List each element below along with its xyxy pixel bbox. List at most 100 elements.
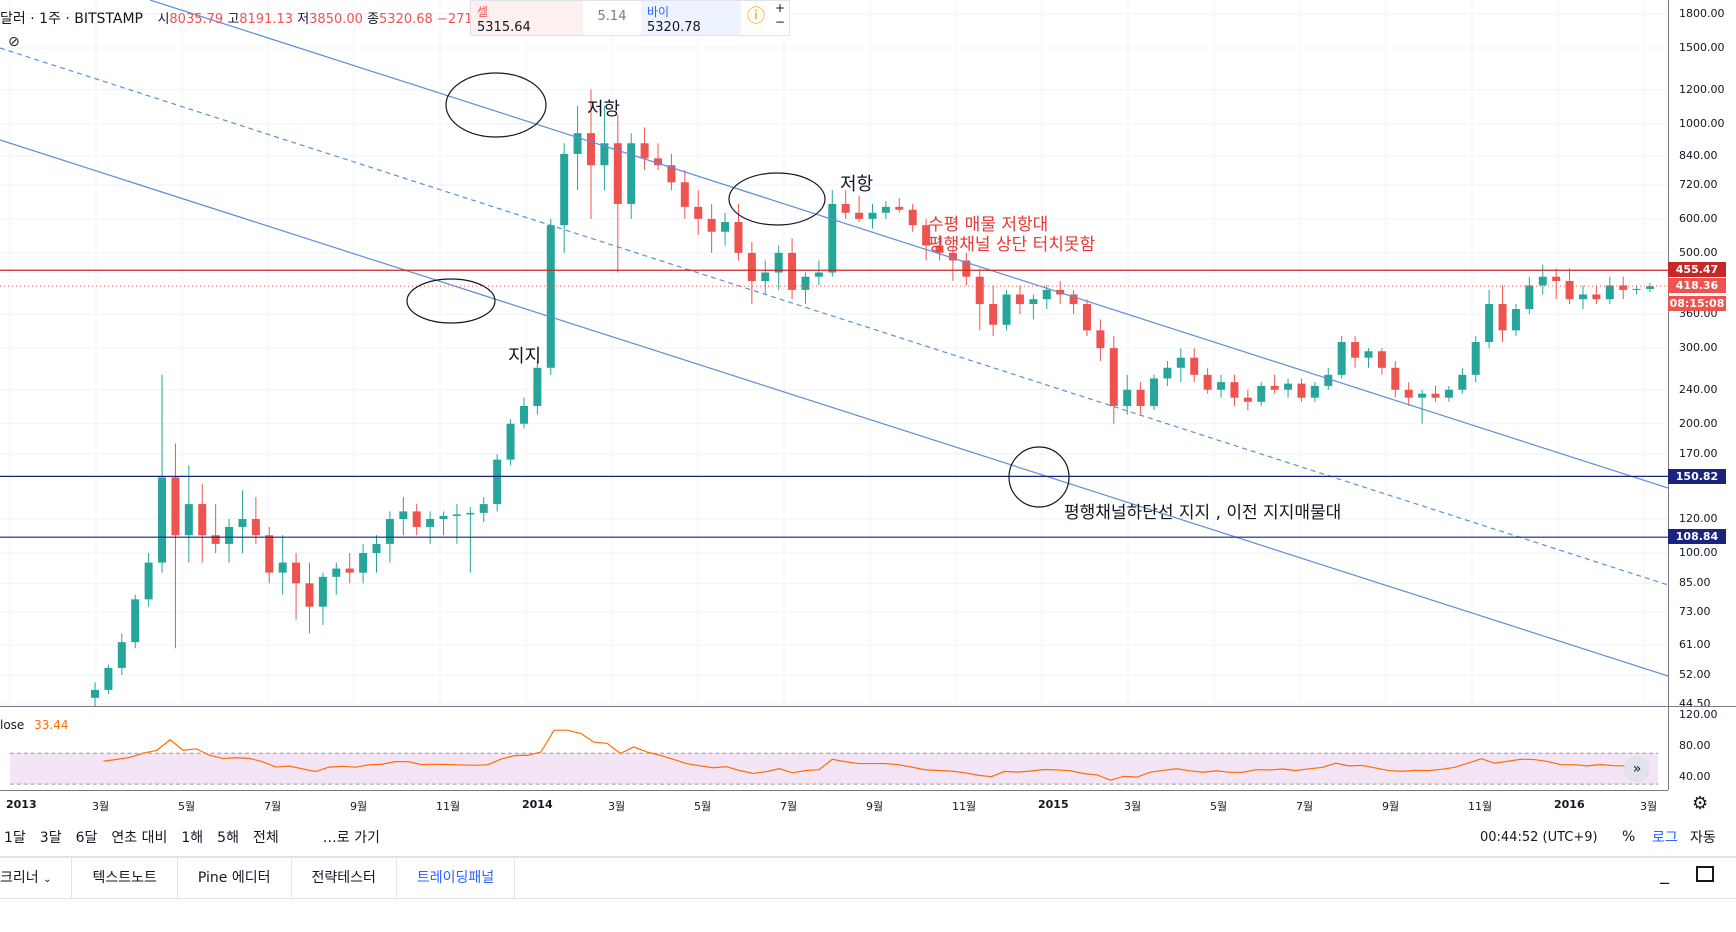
candle-body (600, 143, 609, 166)
buy-button[interactable]: 바이 5320.78 (641, 1, 741, 35)
candle-body (493, 459, 502, 505)
time-tick-label: 7월 (780, 800, 798, 813)
annotation-horizontal-1: 수평 매물 저항대 (928, 215, 1049, 235)
tab-strategy-tester[interactable]: 전략테스터 (292, 858, 397, 898)
buy-label: 바이 (647, 5, 670, 19)
rsi-band (9, 753, 1659, 785)
candle-body (1082, 304, 1091, 331)
time-axis[interactable]: 2013 3월 5월 7월 9월 11월 2014 3월 5월 7월 9월 11월 2015 3월 5월 7월… (0, 790, 1668, 818)
percent-toggle[interactable]: % (1622, 829, 1636, 845)
candle-body (1230, 382, 1239, 398)
candle-body (1297, 383, 1306, 398)
price-tick-label: 100.00 (1679, 546, 1718, 559)
low-value: 3850.00 (309, 12, 363, 27)
spread-value: 5.14 (597, 9, 627, 24)
candle-body (1096, 330, 1105, 349)
candle-body (962, 260, 971, 277)
candle-body (1029, 299, 1038, 305)
hide-eye-icon[interactable]: ⊘ (8, 34, 20, 50)
candle-body (1351, 342, 1360, 358)
candle-body (694, 206, 703, 219)
tab-screener-label: 크리너 (0, 870, 39, 886)
range-button[interactable]: 6달 (75, 830, 98, 846)
log-toggle[interactable]: 로그 (1652, 830, 1678, 846)
candle-body (171, 477, 180, 536)
candle-body (1565, 280, 1574, 300)
price-chart[interactable] (0, 0, 1668, 706)
range-button[interactable]: 1해 (181, 830, 204, 846)
range-button[interactable]: 3달 (39, 830, 62, 846)
minus-button[interactable]: − (774, 15, 786, 29)
range-button[interactable]: 5해 (217, 830, 239, 846)
time-tick-label: 2014 (522, 798, 553, 811)
rsi-pane[interactable] (0, 706, 1668, 790)
goto-button[interactable]: …로 가기 (322, 830, 380, 846)
auto-toggle[interactable]: 자동 (1690, 830, 1716, 846)
maximize-icon[interactable] (1696, 866, 1714, 882)
candle-body (1391, 367, 1400, 390)
price-tag-countdown: 08:15:08 (1668, 296, 1726, 311)
candle-body (1632, 288, 1641, 290)
tab-pine-editor[interactable]: Pine 에디터 (178, 858, 292, 898)
candle-body (761, 272, 770, 281)
candle-body (1511, 309, 1520, 331)
rsi-tick-label: 80.00 (1679, 739, 1711, 753)
candle-body (1324, 374, 1333, 386)
info-icon[interactable]: ⓘ (747, 6, 765, 27)
range-buttons: 1달 3달 6달 연초 대비 1해 5해 전체 (4, 827, 293, 847)
time-tick-label: 2015 (1038, 798, 1069, 811)
price-tick-label: 1000.00 (1679, 116, 1725, 130)
settings-gear-icon[interactable]: ⚙ (1692, 793, 1709, 814)
candle-body (1377, 351, 1386, 368)
sell-button[interactable]: 셀 5315.64 (471, 1, 583, 35)
open-label: 시 (157, 12, 170, 27)
tab-screener[interactable]: 크리너 ⌄ (0, 858, 73, 898)
tab-text-notes[interactable]: 텍스트노트 (72, 858, 178, 898)
price-tick-label: 240.00 (1679, 382, 1718, 396)
candle-body (573, 133, 582, 154)
candle-body (479, 504, 488, 513)
chevron-down-icon: ⌄ (43, 874, 52, 885)
candle-body (1471, 342, 1480, 375)
candle-body (1458, 374, 1467, 390)
candle-body (1163, 367, 1172, 379)
price-tick-label: 500.00 (1679, 245, 1718, 259)
rsi-axis: 120.00 80.00 40.00 (1668, 706, 1736, 790)
range-button[interactable]: 연초 대비 (111, 830, 168, 846)
candle-body (144, 562, 153, 600)
candle-body (238, 519, 247, 527)
candle-body (385, 519, 394, 544)
candle-body (721, 222, 730, 232)
candle-body (1109, 348, 1118, 406)
candle-body (881, 206, 890, 213)
candle-body (908, 209, 917, 226)
candle-body (506, 423, 515, 460)
candle-body (1203, 374, 1212, 390)
candle-body (801, 276, 810, 290)
candle-body (546, 225, 555, 368)
high-value: 8191.13 (239, 12, 294, 27)
range-button[interactable]: 전체 (252, 830, 279, 846)
price-tick-label: 52.00 (1679, 667, 1711, 681)
scroll-right-button[interactable]: » (1624, 756, 1650, 782)
candle-body (989, 304, 998, 325)
candle-body (948, 252, 957, 261)
time-tick-label: 9월 (350, 800, 368, 813)
time-tick-label: 7월 (264, 800, 282, 813)
plus-button[interactable]: + (774, 1, 786, 15)
annotation-horizontal-2: 평행채널 상단 터치못함 (928, 235, 1096, 255)
price-axis[interactable]: 1800.00 1500.00 1200.00 1000.00 840.00 720.00… (1668, 0, 1736, 710)
time-tick-label: 5월 (1210, 800, 1228, 813)
candle-body (1619, 285, 1628, 290)
time-tick-label: 11월 (1468, 800, 1493, 813)
candle-body (1444, 389, 1453, 398)
symbol-label[interactable]: 달러 · 1주 · BITSTAMP (0, 11, 143, 27)
minimize-icon[interactable]: _ (1660, 864, 1669, 885)
candle-body (1431, 393, 1440, 398)
time-tick-label: 3월 (1124, 800, 1142, 813)
candle-body (305, 583, 314, 607)
tab-trading-panel[interactable]: 트레이딩패널 (397, 858, 516, 898)
sell-price: 5315.64 (477, 20, 531, 35)
range-button[interactable]: 1달 (4, 830, 26, 846)
candle-body (895, 206, 904, 210)
